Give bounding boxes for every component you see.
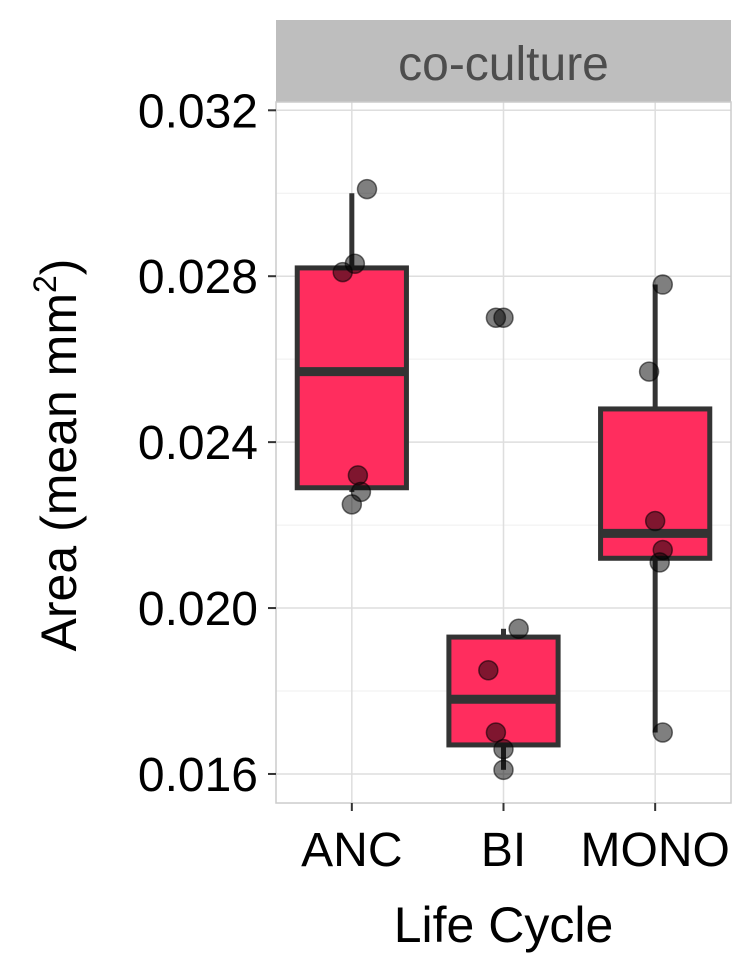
data-point	[493, 759, 514, 781]
data-point	[652, 722, 673, 743]
box-body	[294, 265, 409, 491]
y-axis-title: Area (mean mm2)	[27, 259, 87, 652]
facet-strip: co-culture	[276, 20, 731, 102]
data-point	[332, 261, 353, 283]
y-axis-title-close: )	[31, 259, 87, 276]
x-axis-ticks: ANC BI MONO	[301, 803, 730, 877]
data-point	[493, 738, 514, 760]
data-point	[493, 307, 514, 328]
box-anc	[294, 193, 409, 492]
y-tick-label: 0.016	[138, 749, 258, 802]
data-point	[638, 361, 660, 382]
facet-strip-background	[276, 20, 731, 102]
data-point	[644, 510, 666, 532]
y-tick-label: 0.028	[138, 251, 258, 304]
data-points	[332, 178, 673, 781]
data-point	[341, 494, 363, 515]
y-axis-title-superscript: 2	[27, 275, 63, 293]
data-point	[652, 274, 673, 295]
x-tick-label: BI	[481, 824, 526, 877]
y-tick-label: 0.020	[138, 583, 258, 636]
x-tick-label: ANC	[301, 824, 402, 877]
data-point	[485, 722, 507, 743]
y-axis-ticks: 0.016 0.020 0.024 0.028 0.032	[138, 85, 276, 802]
x-axis-title: Life Cycle	[394, 897, 614, 953]
y-tick-label: 0.032	[138, 85, 258, 138]
data-point	[649, 552, 670, 573]
facet-label: co-culture	[398, 38, 609, 91]
x-tick-label: MONO	[581, 824, 730, 877]
data-point	[356, 178, 378, 200]
data-point	[508, 618, 529, 640]
y-axis-title-main: Area (mean mm	[31, 293, 87, 651]
data-point	[478, 660, 499, 681]
y-tick-label: 0.024	[138, 417, 258, 470]
data-point	[347, 465, 369, 486]
